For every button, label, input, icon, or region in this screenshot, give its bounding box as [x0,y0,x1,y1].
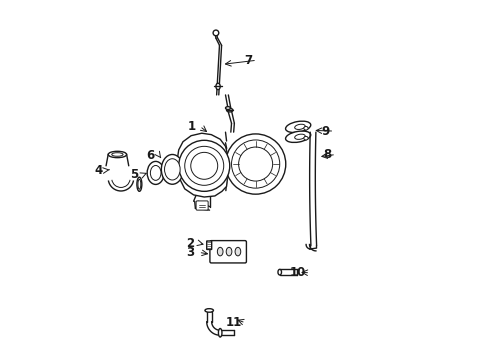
Text: 1: 1 [187,120,196,132]
Text: 7: 7 [245,54,253,67]
Circle shape [179,140,230,192]
Ellipse shape [161,154,183,184]
Ellipse shape [304,126,308,130]
FancyBboxPatch shape [210,240,246,263]
Ellipse shape [286,121,311,132]
Ellipse shape [286,131,311,143]
Ellipse shape [294,124,305,130]
Ellipse shape [235,247,241,256]
Text: 3: 3 [186,246,195,259]
Ellipse shape [205,309,214,312]
Text: 9: 9 [322,125,330,138]
Ellipse shape [226,108,233,112]
Circle shape [225,134,286,194]
Ellipse shape [216,83,220,90]
Ellipse shape [226,247,232,256]
Ellipse shape [278,269,282,275]
FancyBboxPatch shape [207,241,212,249]
Ellipse shape [294,134,305,139]
Ellipse shape [108,151,126,158]
Text: 6: 6 [147,149,155,162]
Circle shape [232,140,280,188]
Ellipse shape [112,153,123,156]
FancyBboxPatch shape [196,201,208,210]
Ellipse shape [225,107,230,109]
Text: 8: 8 [323,148,332,161]
Ellipse shape [137,177,142,192]
Circle shape [191,152,218,179]
Ellipse shape [304,136,308,140]
Text: 2: 2 [186,237,195,249]
Ellipse shape [218,247,223,256]
Text: 5: 5 [130,168,139,181]
Ellipse shape [147,161,164,184]
Circle shape [239,147,272,181]
Ellipse shape [165,159,180,180]
Ellipse shape [138,179,141,189]
Ellipse shape [219,329,222,337]
Text: 4: 4 [94,163,102,176]
Circle shape [185,146,224,185]
Text: 10: 10 [290,266,306,279]
Ellipse shape [150,166,161,180]
Polygon shape [178,133,227,197]
Text: 11: 11 [225,316,242,329]
Circle shape [213,30,219,36]
